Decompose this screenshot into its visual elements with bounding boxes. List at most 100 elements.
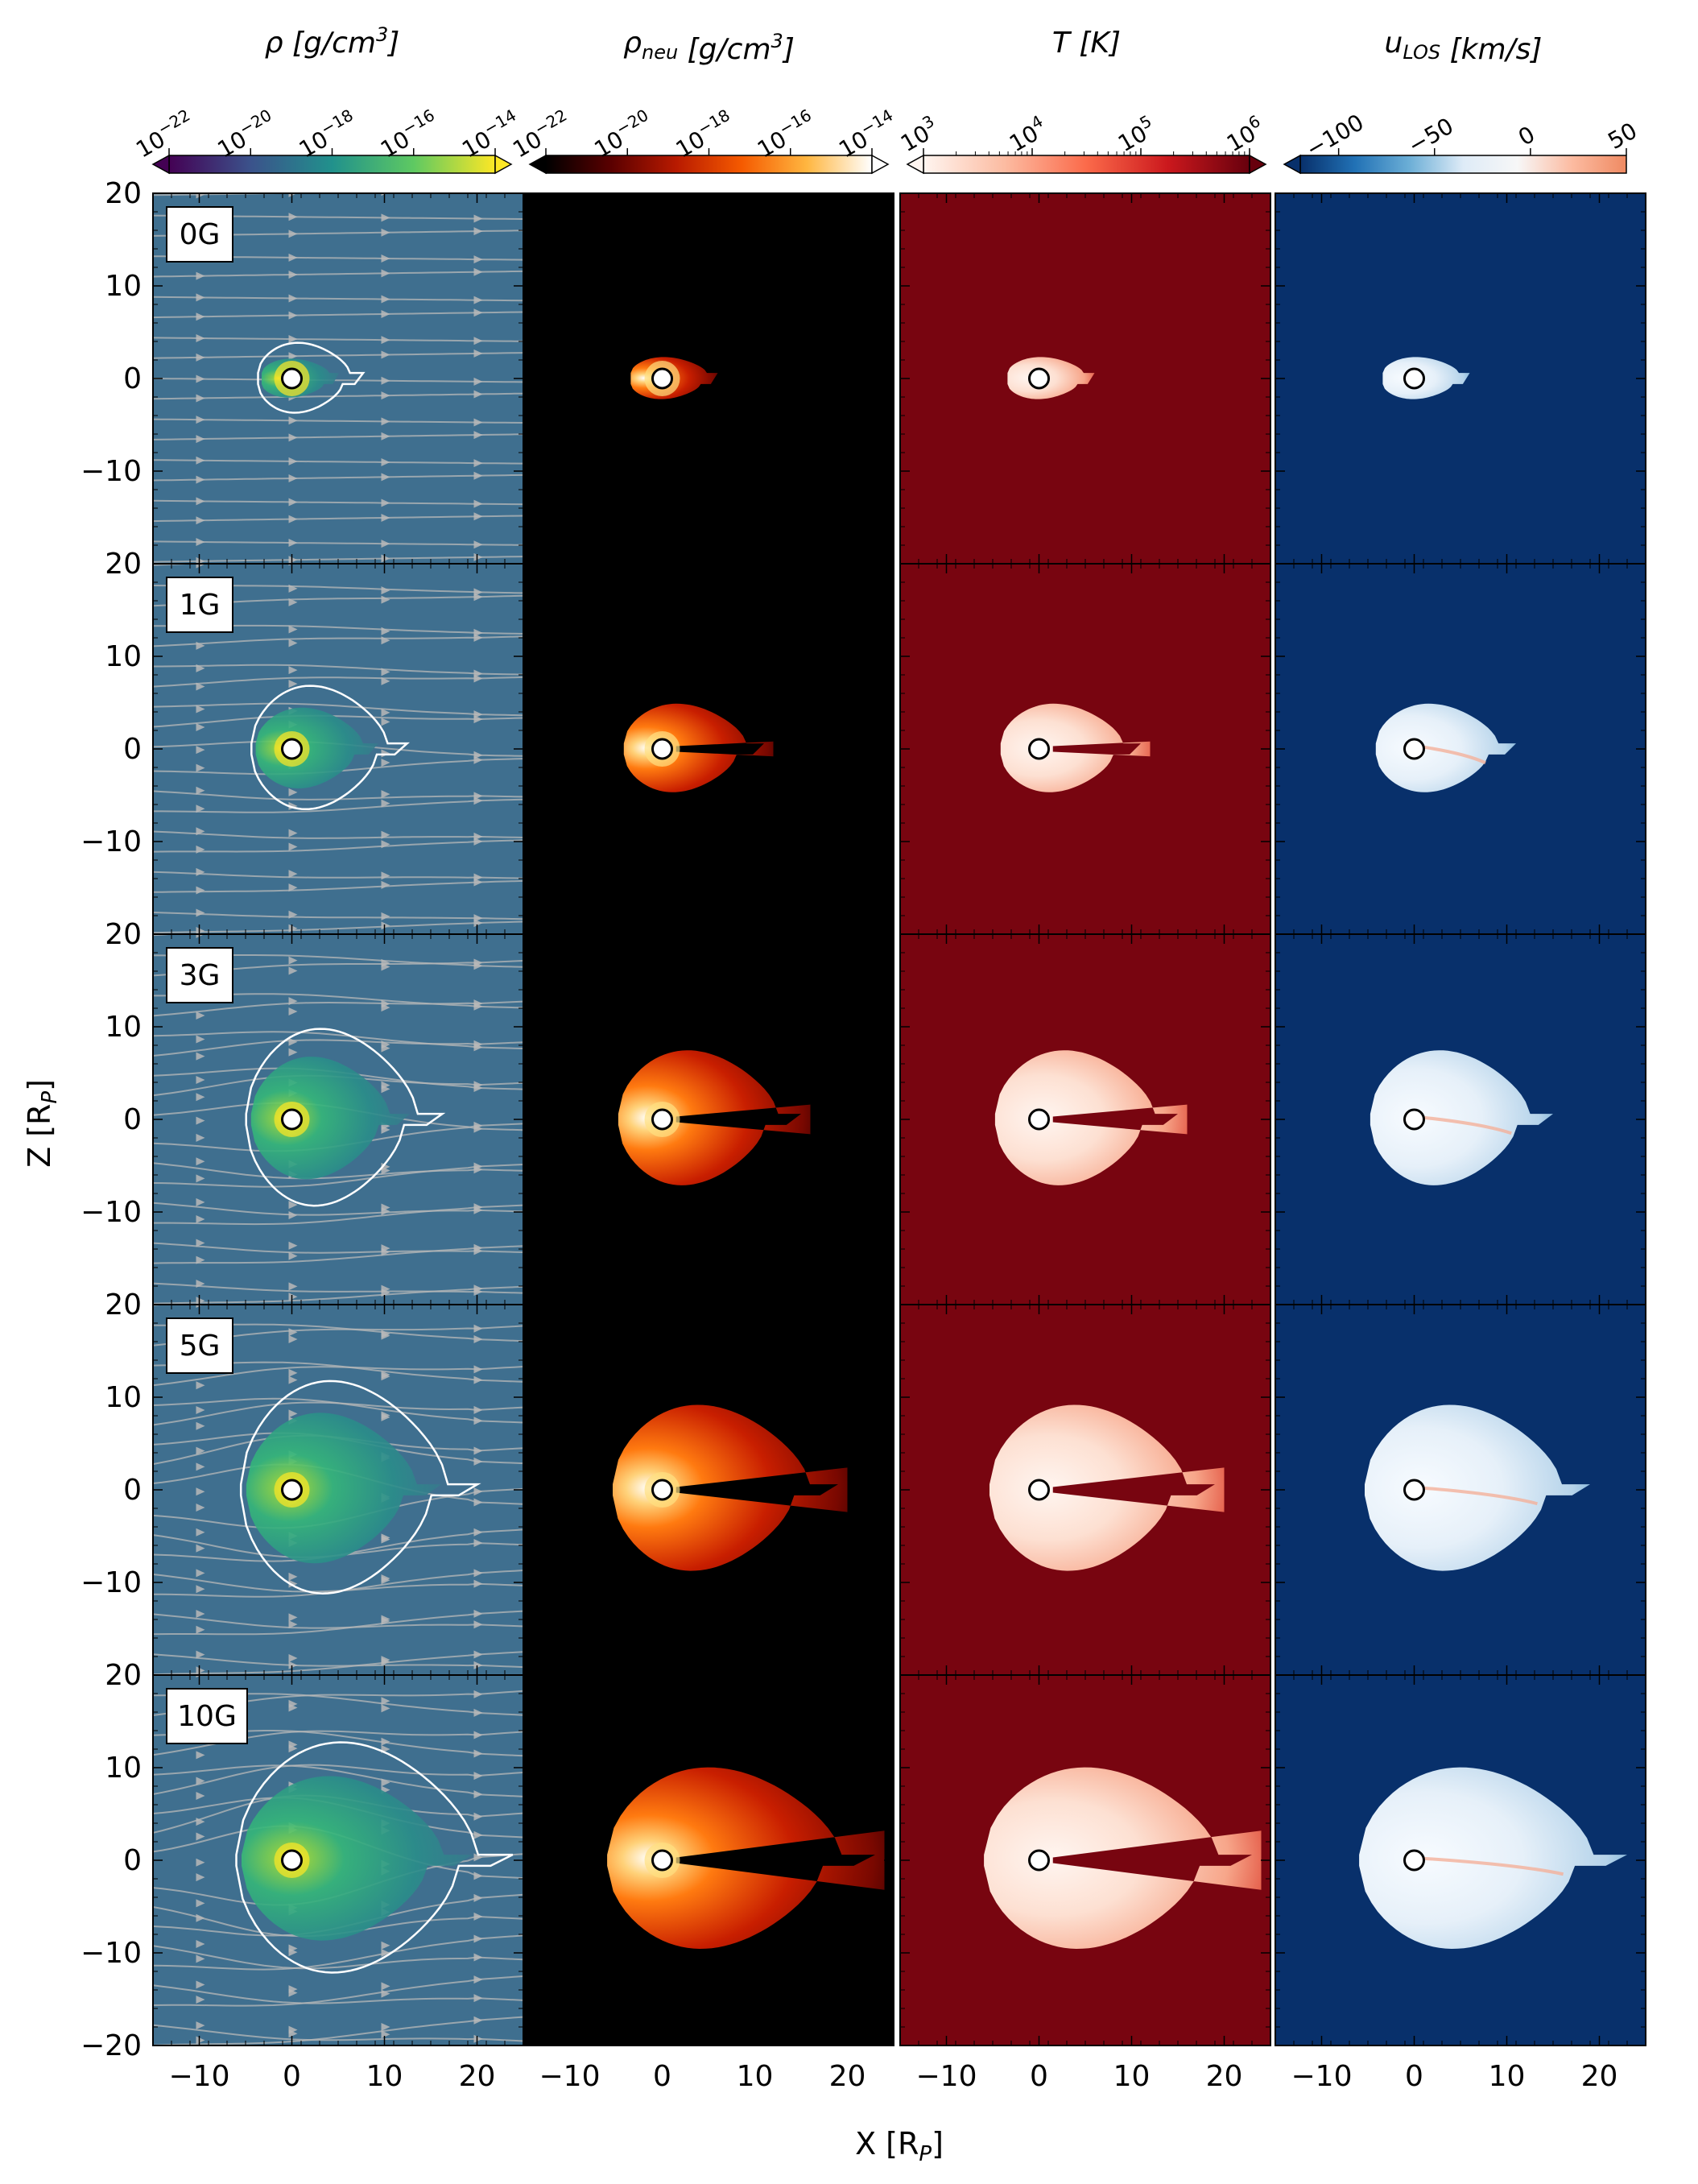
streamline [153, 378, 523, 383]
colorbar-tick-label: 0 [1514, 121, 1539, 151]
streamline [153, 1366, 523, 1387]
streamline-arrow [288, 1699, 298, 1708]
streamline-arrow [288, 1613, 298, 1622]
panel-0G-col2 [523, 192, 894, 565]
streamline-arrow [473, 1457, 483, 1466]
streamline-arrow [381, 586, 390, 595]
streamline-arrow [288, 253, 298, 262]
streamline-arrow [381, 350, 390, 359]
streamline-arrow [288, 474, 298, 483]
streamline-arrow [196, 537, 205, 546]
streamline-arrow [381, 269, 390, 278]
streamline-arrow [473, 390, 483, 399]
panel-10G-col3 [899, 1674, 1271, 2046]
panel-5G-col2 [523, 1304, 894, 1676]
streamline-arrow [196, 1381, 205, 1390]
streamline-arrow [473, 1812, 483, 1821]
temperature-region [989, 1404, 1225, 1571]
streamline-arrow [381, 1413, 390, 1421]
streamline-arrow [473, 1790, 483, 1799]
streamline-arrow [196, 1585, 205, 1594]
streamline-arrow [288, 271, 298, 279]
streamline-arrow [288, 666, 298, 675]
streamline-arrow [381, 627, 390, 635]
streamline-arrow [473, 2034, 483, 2043]
x-tick-label: 20 [829, 2060, 866, 2093]
x-tick-label: 0 [1030, 2060, 1048, 2093]
temperature-region [984, 1767, 1262, 1949]
streamline-arrow [196, 1297, 205, 1305]
streamline-arrow [288, 1944, 298, 1953]
velocity-region [1382, 357, 1470, 399]
streamline-arrow [381, 790, 390, 799]
y-tick-label: 10 [105, 1752, 142, 1785]
streamline-arrow [196, 1873, 205, 1882]
colorbar-extend-min [1283, 154, 1301, 175]
row-label-text: 1G [180, 589, 221, 622]
streamline [153, 830, 523, 839]
streamline-arrow [473, 1690, 483, 1698]
streamline-arrow [473, 873, 483, 882]
streamline [153, 676, 523, 688]
streamline-arrow [381, 668, 390, 676]
streamline-arrow [288, 193, 298, 197]
planet-marker [651, 367, 673, 390]
streamline [153, 1162, 523, 1180]
streamline-arrow [473, 1569, 483, 1578]
y-tick-label: −10 [81, 1937, 142, 1970]
streamline-arrow [473, 1539, 483, 1548]
neutral-density-region [613, 1404, 848, 1571]
streamline-arrow [288, 433, 298, 442]
panel-background [900, 934, 1270, 1305]
streamline-arrow [288, 1037, 298, 1046]
density-region [255, 707, 378, 789]
streamline-arrow [196, 641, 205, 650]
streamline-arrow [473, 628, 483, 637]
streamline-arrow [381, 1203, 390, 1212]
streamline-arrow [473, 1417, 483, 1425]
redshift-streak [1423, 1115, 1512, 1135]
streamline-arrow [473, 1043, 483, 1052]
planet-marker [1403, 1108, 1425, 1131]
streamline-arrow [381, 417, 390, 426]
streamline-arrow [288, 294, 298, 303]
streamline-arrow [381, 1284, 390, 1293]
neutral-density-region [623, 703, 774, 792]
streamline-arrow [196, 193, 205, 199]
streamline-arrow [196, 1899, 205, 1908]
x-tick-label: 10 [737, 2060, 774, 2093]
colorbar-label: uLOS [km/s] [1385, 27, 1543, 66]
streamline-arrow [288, 1334, 298, 1343]
streamline-arrow [196, 1980, 205, 1989]
streamline-arrow [196, 1446, 205, 1455]
colorbar-extend-min [906, 154, 924, 175]
streamline [153, 1031, 523, 1049]
colorbar-fill [923, 155, 1250, 174]
streamline-arrow [473, 1324, 483, 1333]
streamline [153, 540, 523, 546]
streamline-arrow [473, 1893, 483, 1902]
x-tick-label: −10 [1291, 2060, 1353, 2093]
density-region [246, 1413, 442, 1564]
colorbar-tick-label: 106 [1221, 111, 1270, 157]
streamline-arrow [288, 598, 298, 606]
streamline-arrow [473, 1872, 483, 1880]
streamline-arrow [196, 271, 205, 280]
streamline [153, 270, 523, 278]
temperature-region [994, 1050, 1188, 1185]
streamline [153, 459, 523, 465]
streamline-arrow [473, 296, 483, 304]
streamline-arrow [288, 1368, 298, 1377]
planet-marker [1028, 1479, 1050, 1501]
streamline-arrow [288, 1375, 298, 1384]
colorbar-u_los: uLOS [km/s] −100 −50 0 50 [1283, 27, 1642, 175]
planet-marker [1028, 738, 1050, 760]
row-label-3G: 3G [166, 947, 233, 1003]
planet-marker [1028, 1849, 1050, 1872]
streamline-arrow [196, 1052, 205, 1061]
streamline-arrow [473, 1287, 483, 1296]
colorbar-extend-max [871, 154, 890, 175]
streamline [153, 1282, 523, 1294]
colorbar-tick-label: 105 [1112, 111, 1161, 157]
